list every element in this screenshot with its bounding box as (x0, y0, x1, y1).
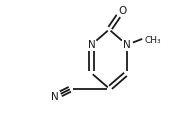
Text: N: N (88, 40, 95, 50)
Text: O: O (118, 6, 126, 16)
Text: N: N (123, 40, 131, 50)
Text: N: N (51, 92, 59, 102)
Text: CH₃: CH₃ (145, 36, 161, 45)
